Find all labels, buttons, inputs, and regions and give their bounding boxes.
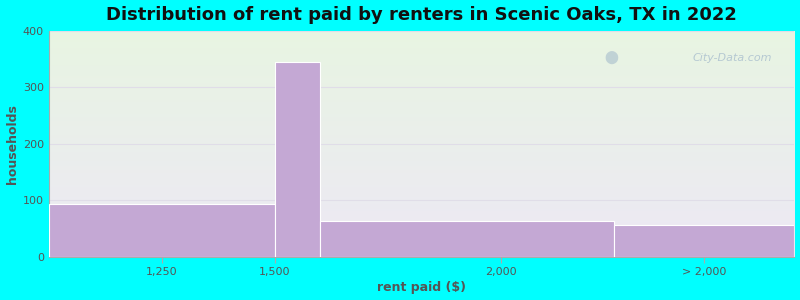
Bar <box>614 225 794 257</box>
Bar <box>274 62 320 257</box>
Text: City-Data.com: City-Data.com <box>693 53 772 63</box>
Text: ⬤: ⬤ <box>604 51 618 64</box>
Title: Distribution of rent paid by renters in Scenic Oaks, TX in 2022: Distribution of rent paid by renters in … <box>106 6 737 24</box>
Bar <box>49 204 274 257</box>
Bar <box>320 221 614 257</box>
Y-axis label: households: households <box>6 104 18 184</box>
X-axis label: rent paid ($): rent paid ($) <box>377 281 466 294</box>
